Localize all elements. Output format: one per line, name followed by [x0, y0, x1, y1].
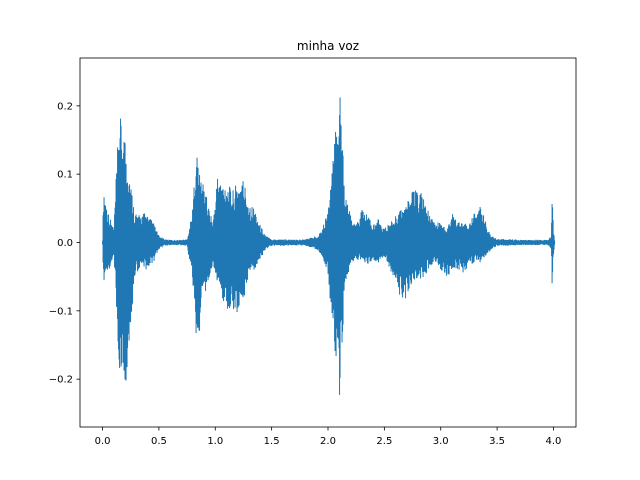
- y-tick-label: −0.1: [49, 306, 73, 317]
- plot-area: [102, 97, 556, 395]
- x-tick-label: 0.0: [95, 436, 111, 447]
- x-tick-label: 0.5: [151, 436, 167, 447]
- chart-title: minha voz: [297, 39, 359, 53]
- waveform-series: [102, 97, 556, 395]
- axes: 0.0 0.5 1.0 1.5 2.0 2.5 3.0 3.5 4.0 −0.2 −0.1 0.0 0.…: [49, 57, 577, 447]
- x-tick-label: 4.0: [546, 436, 562, 447]
- x-tick-label: 3.0: [433, 436, 449, 447]
- y-tick-label: 0.1: [57, 170, 73, 181]
- x-tick-label: 1.0: [207, 436, 223, 447]
- y-tick-label: −0.2: [49, 375, 73, 386]
- x-tick-label: 3.5: [489, 436, 505, 447]
- y-tick-label: 0.0: [57, 238, 73, 249]
- x-tick-label: 2.0: [320, 436, 336, 447]
- x-tick-label: 1.5: [264, 436, 280, 447]
- x-tick-label: 2.5: [376, 436, 392, 447]
- y-tick-label: 0.2: [57, 101, 73, 112]
